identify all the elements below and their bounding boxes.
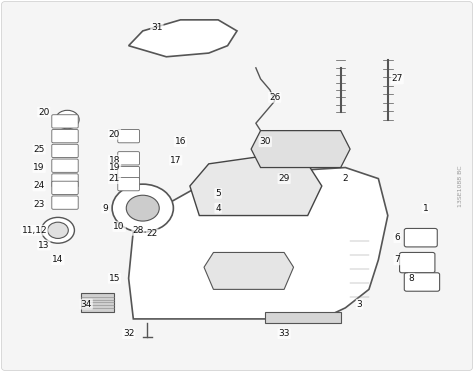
Text: 32: 32	[123, 329, 134, 338]
Text: 10: 10	[113, 222, 125, 231]
Text: 14: 14	[52, 255, 64, 264]
Circle shape	[112, 184, 173, 232]
Circle shape	[47, 222, 68, 238]
Text: 18: 18	[109, 155, 120, 165]
Text: 13: 13	[38, 241, 50, 250]
Polygon shape	[251, 131, 350, 167]
Text: 34: 34	[81, 300, 92, 309]
Text: 2: 2	[343, 174, 348, 183]
Text: 13SE1088 BC: 13SE1088 BC	[458, 165, 463, 207]
Text: 16: 16	[175, 137, 186, 146]
Text: 29: 29	[278, 174, 290, 183]
FancyBboxPatch shape	[52, 115, 78, 128]
Text: 17: 17	[170, 155, 182, 165]
Text: 19: 19	[109, 163, 120, 172]
FancyBboxPatch shape	[52, 196, 78, 209]
Text: 23: 23	[33, 200, 45, 209]
Polygon shape	[128, 20, 237, 57]
Circle shape	[126, 195, 159, 221]
Text: 26: 26	[269, 93, 281, 102]
FancyBboxPatch shape	[118, 129, 139, 143]
Polygon shape	[82, 293, 115, 311]
Text: 27: 27	[392, 74, 403, 83]
Polygon shape	[128, 167, 388, 319]
FancyBboxPatch shape	[52, 159, 78, 172]
FancyBboxPatch shape	[400, 253, 435, 273]
Circle shape	[55, 110, 79, 129]
FancyBboxPatch shape	[118, 177, 139, 191]
Text: 22: 22	[146, 230, 158, 238]
Text: 21: 21	[109, 174, 120, 183]
Circle shape	[41, 217, 74, 243]
FancyBboxPatch shape	[52, 174, 78, 187]
Text: 25: 25	[33, 145, 45, 154]
FancyBboxPatch shape	[118, 152, 139, 165]
Text: 31: 31	[151, 23, 163, 32]
Text: 19: 19	[33, 163, 45, 172]
FancyBboxPatch shape	[118, 166, 139, 180]
Polygon shape	[190, 157, 322, 215]
Polygon shape	[265, 311, 341, 323]
Text: 30: 30	[260, 137, 271, 146]
Text: 11,12: 11,12	[21, 226, 47, 235]
Text: 33: 33	[278, 329, 290, 338]
Text: 20: 20	[109, 130, 120, 139]
FancyBboxPatch shape	[52, 129, 78, 143]
Text: 1: 1	[423, 203, 428, 213]
FancyBboxPatch shape	[52, 181, 78, 195]
FancyBboxPatch shape	[404, 228, 438, 247]
Text: 20: 20	[38, 108, 49, 117]
FancyBboxPatch shape	[52, 144, 78, 158]
Text: 7: 7	[394, 255, 400, 264]
Text: 9: 9	[102, 203, 108, 213]
Text: 5: 5	[215, 189, 221, 198]
FancyBboxPatch shape	[404, 273, 439, 291]
Text: 3: 3	[356, 300, 363, 309]
Text: 8: 8	[409, 274, 414, 283]
Text: 24: 24	[34, 182, 45, 190]
Text: 6: 6	[394, 233, 400, 242]
Text: 28: 28	[132, 226, 144, 235]
Polygon shape	[204, 253, 293, 289]
Text: 4: 4	[215, 203, 221, 213]
Text: 15: 15	[109, 274, 120, 283]
